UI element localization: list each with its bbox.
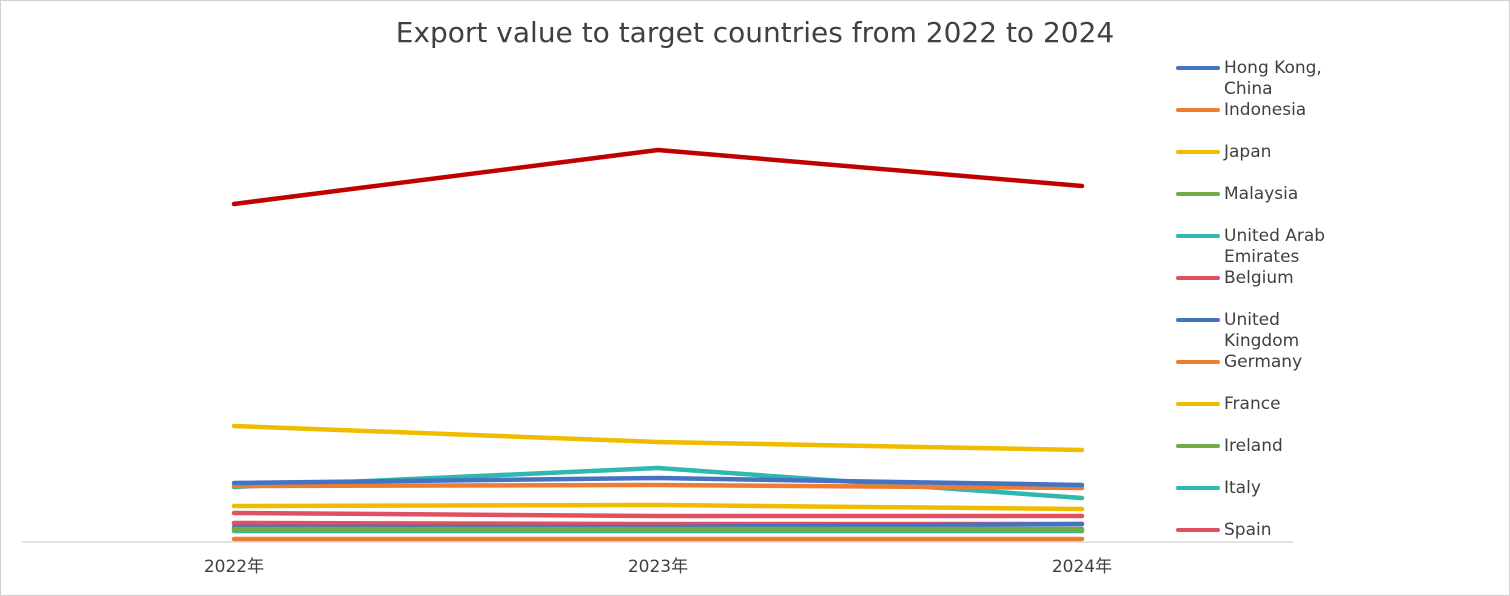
legend-swatch <box>1176 234 1220 238</box>
legend-swatch <box>1176 402 1220 406</box>
legend-swatch <box>1176 66 1220 70</box>
legend-swatch <box>1176 276 1220 280</box>
chart-title: Export value to target countries from 20… <box>395 16 1115 49</box>
legend-swatch <box>1176 444 1220 448</box>
legend-swatch <box>1176 486 1220 490</box>
series-line <box>231 147 1085 207</box>
legend-swatch <box>1176 528 1220 532</box>
series-line <box>231 502 1085 512</box>
legend-label: France <box>1224 394 1281 414</box>
series-line <box>231 423 1085 453</box>
legend-label: Indonesia <box>1224 100 1307 120</box>
legend-swatch <box>1176 150 1220 154</box>
legend-swatch <box>1176 318 1220 322</box>
legend-label: United Arab Emirates <box>1224 226 1326 267</box>
legend-label: Malaysia <box>1224 184 1299 204</box>
series-line <box>231 510 1085 519</box>
legend-label: Italy <box>1224 478 1261 498</box>
legend-label: United Kingdom <box>1224 310 1300 351</box>
legend-swatch <box>1176 360 1220 364</box>
legend-label: Hong Kong, China <box>1224 58 1322 99</box>
legend-label: Belgium <box>1224 268 1294 288</box>
legend-swatch <box>1176 108 1220 112</box>
series-line <box>231 475 1085 488</box>
legend-label: Ireland <box>1224 436 1283 456</box>
x-tick-label: 2022年 <box>204 557 264 577</box>
legend-label: Japan <box>1224 142 1272 162</box>
legend-label: Spain <box>1224 520 1272 540</box>
x-tick-label: 2023年 <box>628 557 688 577</box>
legend-label: Germany <box>1224 352 1303 372</box>
series-line <box>231 482 1085 491</box>
legend-swatch <box>1176 192 1220 196</box>
x-tick-label: 2024年 <box>1052 557 1112 577</box>
